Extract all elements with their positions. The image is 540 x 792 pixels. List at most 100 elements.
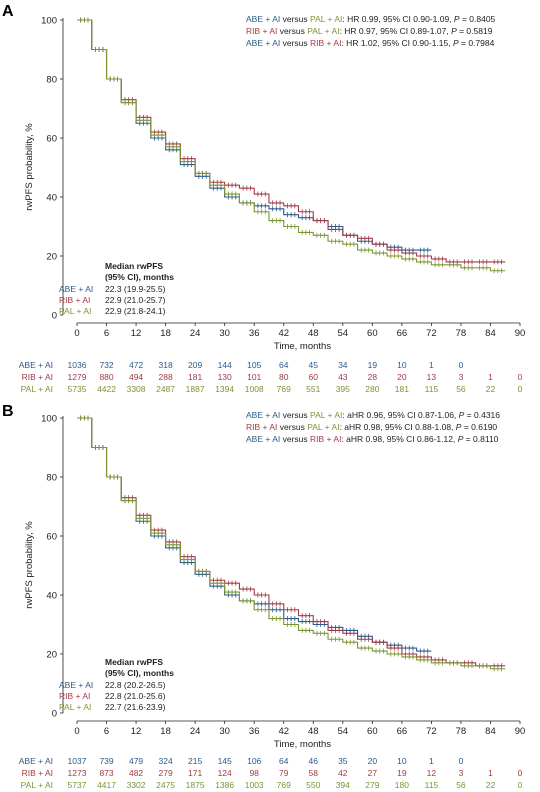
risk-count: 28 — [368, 372, 378, 382]
risk-count: 873 — [99, 768, 113, 778]
y-tick-label: 0 — [52, 311, 57, 322]
comparison-pval: = 0.4316 — [464, 410, 500, 420]
risk-count: 1386 — [215, 780, 234, 790]
risk-count: 3 — [459, 768, 464, 778]
risk-count: 395 — [336, 384, 350, 394]
x-tick-label: 24 — [190, 726, 201, 737]
x-tick-label: 66 — [397, 726, 408, 737]
risk-count: 279 — [159, 768, 173, 778]
risk-count: 4417 — [97, 780, 116, 790]
risk-count: 5737 — [68, 780, 87, 790]
median-title: (95% CI), months — [105, 272, 174, 282]
comparison-stat: : aHR 0.98, 95% CI 0.86-1.12, — [341, 434, 457, 444]
risk-count: 19 — [397, 768, 407, 778]
risk-count: 0 — [459, 360, 464, 370]
risk-count: 1 — [429, 360, 434, 370]
risk-count: 880 — [99, 372, 113, 382]
x-tick-label: 84 — [485, 726, 496, 737]
risk-count: 60 — [309, 372, 319, 382]
comparison-b: PAL + AI — [310, 14, 342, 24]
comparison-b: RIB + AI — [310, 434, 341, 444]
comparison-vs: versus — [280, 434, 310, 444]
risk-count: 318 — [159, 360, 173, 370]
comparison-text: ABE + AI versus RIB + AI: aHR 0.98, 95% … — [246, 434, 499, 444]
comparison-text: ABE + AI versus PAL + AI: aHR 0.96, 95% … — [246, 410, 500, 420]
x-tick-label: 90 — [515, 328, 526, 339]
risk-count: 56 — [456, 780, 466, 790]
risk-count: 3 — [459, 372, 464, 382]
risk-count: 280 — [365, 384, 379, 394]
comparison-p: P — [451, 26, 457, 36]
risk-count: 130 — [218, 372, 232, 382]
risk-count: 1036 — [68, 360, 87, 370]
series-line-rib — [77, 417, 506, 667]
risk-count: 1003 — [245, 780, 264, 790]
x-tick-label: 30 — [219, 726, 230, 737]
x-tick-label: 18 — [160, 726, 171, 737]
comparison-pval: = 0.8405 — [460, 14, 496, 24]
median-group-label: RIB + AI — [59, 295, 90, 305]
risk-count: 1 — [488, 768, 493, 778]
comparison-vs: versus — [280, 14, 310, 24]
comparison-text: ABE + AI versus RIB + AI: HR 1.02, 95% C… — [246, 38, 495, 48]
comparison-vs: versus — [280, 38, 310, 48]
risk-count: 215 — [188, 756, 202, 766]
risk-count: 56 — [456, 384, 466, 394]
comparison-p: P — [453, 38, 459, 48]
comparison-pval: = 0.7984 — [459, 38, 495, 48]
median-value: 22.7 (21.6-23.9) — [105, 702, 166, 712]
x-tick-label: 90 — [515, 726, 526, 737]
censor-marks-pal — [80, 17, 502, 274]
comparison-b: PAL + AI — [307, 26, 339, 36]
comparison-b: PAL + AI — [307, 422, 339, 432]
risk-count: 22 — [486, 384, 496, 394]
comparison-a: RIB + AI — [246, 26, 277, 36]
risk-count: 0 — [518, 768, 523, 778]
censor-marks-abe — [80, 17, 429, 253]
risk-count: 20 — [368, 756, 378, 766]
median-group-label: ABE + AI — [59, 284, 93, 294]
comparison-vs: versus — [280, 410, 310, 420]
x-tick-label: 54 — [338, 726, 349, 737]
risk-count: 43 — [338, 372, 348, 382]
comparison-text: ABE + AI versus PAL + AI: HR 0.99, 95% C… — [246, 14, 496, 24]
risk-row-label: RIB + AI — [22, 372, 53, 382]
comparison-a: ABE + AI — [246, 410, 280, 420]
risk-count: 482 — [129, 768, 143, 778]
risk-count: 739 — [99, 756, 113, 766]
risk-count: 181 — [188, 372, 202, 382]
censor-marks-rib — [80, 415, 502, 669]
risk-count: 472 — [129, 360, 143, 370]
risk-count: 769 — [277, 780, 291, 790]
risk-count: 46 — [309, 756, 319, 766]
risk-count: 10 — [397, 360, 407, 370]
risk-count: 115 — [425, 384, 439, 394]
risk-count: 45 — [309, 360, 319, 370]
series-line-abe — [77, 19, 432, 251]
risk-count: 3308 — [127, 384, 146, 394]
risk-count: 10 — [397, 756, 407, 766]
risk-count: 19 — [368, 360, 378, 370]
risk-count: 394 — [336, 780, 350, 790]
median-value: 22.9 (21.8-24.1) — [105, 306, 166, 316]
risk-count: 35 — [338, 756, 348, 766]
risk-count: 101 — [247, 372, 261, 382]
comparison-p: P — [459, 410, 465, 420]
x-axis-label: Time, months — [274, 341, 331, 352]
median-value: 22.8 (21.0-25.6) — [105, 691, 166, 701]
x-tick-label: 6 — [104, 328, 109, 339]
comparison-a: ABE + AI — [246, 14, 280, 24]
median-group-label: ABE + AI — [59, 680, 93, 690]
y-tick-label: 100 — [41, 414, 57, 425]
risk-count: 1 — [429, 756, 434, 766]
risk-count: 0 — [518, 372, 523, 382]
y-tick-label: 40 — [46, 591, 57, 602]
x-tick-label: 42 — [278, 726, 289, 737]
comparison-stat: : HR 1.02, 95% CI 0.90-1.15, — [341, 38, 453, 48]
panel-label: B — [2, 403, 14, 420]
y-tick-label: 100 — [41, 16, 57, 27]
x-tick-label: 60 — [367, 726, 378, 737]
x-tick-label: 36 — [249, 726, 260, 737]
risk-row-label: ABE + AI — [19, 756, 53, 766]
